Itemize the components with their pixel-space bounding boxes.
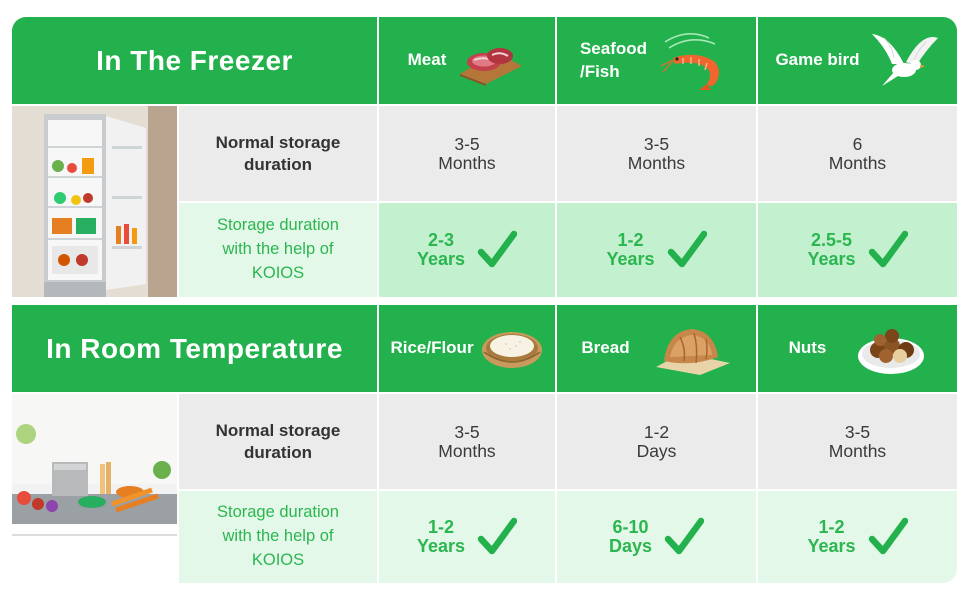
value-unit: Months — [438, 152, 496, 173]
value-range: 3-5 — [844, 422, 871, 443]
room-title: In Room Temperature — [12, 305, 377, 392]
fridge-photo — [12, 106, 177, 297]
freezer-section: In The Freezer Meat Seafood /Fish — [12, 17, 957, 297]
value-range: 3-5 — [454, 422, 480, 443]
rice-koios-value: 1-2 Years — [379, 491, 555, 583]
value-range: 3-5 — [454, 134, 480, 155]
checkmark-icon — [477, 517, 518, 555]
value-unit: Months — [828, 440, 887, 461]
value-range: 1-2 — [617, 230, 644, 251]
rice-bowl-icon — [481, 331, 542, 368]
nuts-label: Nuts — [788, 338, 827, 358]
meat-koios-value: 2-3 Years — [379, 203, 555, 297]
value-range: 6 — [852, 134, 863, 155]
bread-normal-value: 1-2 Days — [557, 394, 756, 489]
nuts-normal-value: 3-5 Months — [758, 394, 957, 489]
bird-icon — [871, 33, 938, 86]
checkmark-icon — [667, 230, 707, 268]
value-range: 2-3 — [427, 230, 454, 251]
checkmark-icon — [477, 230, 518, 268]
room-header-row: In Room Temperature Rice/Flour Bread — [12, 305, 957, 392]
room-normal-duration-label: Normal storage duration — [179, 394, 377, 489]
checkmark-icon — [868, 517, 908, 555]
room-section: In Room Temperature Rice/Flour Bread — [12, 305, 957, 583]
value-unit: Years — [807, 536, 856, 556]
seafood-label: Seafood /Fish — [579, 38, 648, 81]
value-unit: Years — [416, 249, 466, 269]
comparison-table: In The Freezer Meat Seafood /Fish — [12, 17, 957, 583]
value-unit: Years — [807, 249, 856, 269]
freezer-normal-duration-label: Normal storage duration — [179, 106, 377, 201]
meat-column-header: Meat — [379, 17, 555, 104]
value-unit: Days — [636, 440, 677, 461]
bread-label: Bread — [581, 338, 630, 358]
value-range: 6-10 — [612, 517, 649, 538]
meat-label: Meat — [407, 50, 447, 70]
nuts-koios-value: 1-2 Years — [758, 491, 957, 583]
seafood-koios-value: 1-2 Years — [557, 203, 756, 297]
rice-normal-value: 3-5 Months — [379, 394, 555, 489]
value-range: 3-5 — [643, 134, 670, 155]
nuts-bowl-icon — [858, 328, 925, 374]
meat-normal-value: 3-5 Months — [379, 106, 555, 201]
freezer-header-row: In The Freezer Meat Seafood /Fish — [12, 17, 957, 104]
bread-column-header: Bread — [557, 305, 756, 392]
gamebird-koios-value: 2.5-5 Years — [758, 203, 957, 297]
freezer-koios-duration-label: Storage duration with the help of KOIOS — [179, 203, 377, 297]
gamebird-label: Game bird — [775, 50, 860, 70]
value-unit: Months — [438, 440, 496, 461]
meat-icon — [460, 47, 523, 86]
shrimp-icon — [660, 32, 720, 90]
checkmark-icon — [664, 517, 705, 555]
bread-icon — [655, 328, 730, 375]
value-unit: Years — [416, 536, 466, 556]
freezer-title: In The Freezer — [12, 17, 377, 104]
bread-koios-value: 6-10 Days — [557, 491, 756, 583]
room-koios-duration-label: Storage duration with the help of KOIOS — [179, 491, 377, 583]
value-unit: Months — [828, 152, 887, 173]
gamebird-column-header: Game bird — [758, 17, 957, 104]
rice-column-header: Rice/Flour — [379, 305, 555, 392]
value-range: 2.5-5 — [810, 230, 853, 251]
gamebird-normal-value: 6 Months — [758, 106, 957, 201]
rice-label: Rice/Flour — [390, 338, 474, 358]
value-range: 1-2 — [427, 517, 454, 538]
value-range: 1-2 — [643, 422, 670, 443]
nuts-column-header: Nuts — [758, 305, 957, 392]
seafood-column-header: Seafood /Fish — [557, 17, 756, 104]
value-unit: Years — [606, 249, 655, 269]
checkmark-icon — [868, 230, 908, 268]
value-range: 1-2 — [818, 517, 845, 538]
seafood-normal-value: 3-5 Months — [557, 106, 756, 201]
value-unit: Months — [627, 152, 686, 173]
value-unit: Days — [608, 536, 653, 556]
kitchen-photo — [12, 394, 177, 583]
